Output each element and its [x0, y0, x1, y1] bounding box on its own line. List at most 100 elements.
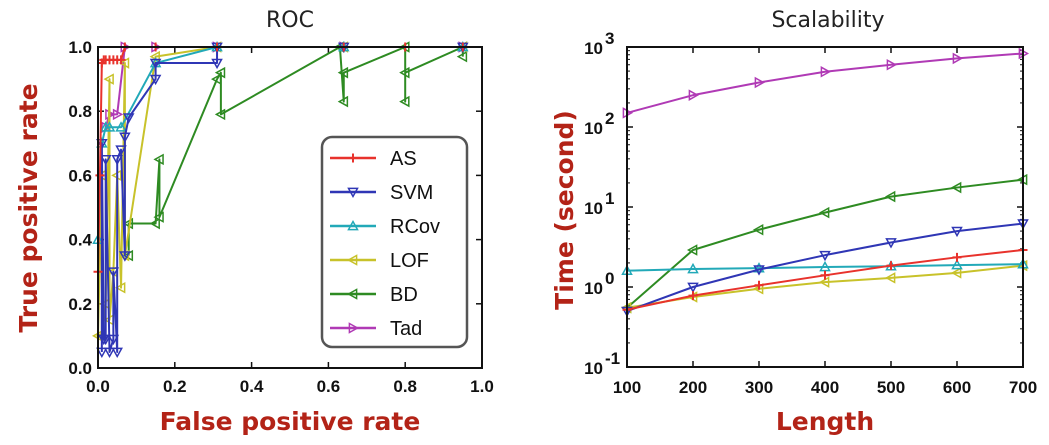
roc-point-bd: [122, 217, 134, 230]
roc-point-svm: [107, 334, 120, 346]
roc-point-svm: [103, 347, 116, 358]
scalability-x-tick-label: 500: [877, 378, 905, 397]
scalability-y-tick-label: 10: [584, 359, 603, 378]
roc-legend-item-rcov: RCov: [330, 216, 440, 238]
scalability-y-tick-label: 10: [584, 199, 603, 218]
roc-legend-marker: [346, 254, 358, 266]
scalability-point-svm: [819, 250, 831, 262]
scalability-point-bd: [950, 181, 962, 194]
scalability-point-rcov: [687, 262, 699, 274]
roc-legend-item-svm: SVM: [330, 182, 433, 204]
roc-y-tick-label: 1.0: [68, 38, 92, 57]
roc-legend-marker: [347, 187, 359, 199]
roc-legend-marker: [348, 153, 358, 163]
scalability-series-bd: [620, 173, 1028, 314]
scalability-point-tad: [820, 66, 832, 78]
roc-point-bd: [337, 66, 349, 79]
scalability-chart: Scalability 100 200 300 400 500 600 70010-1100…: [550, 8, 1037, 436]
roc-legend-label: SVM: [390, 182, 433, 204]
scalability-point-lof: [818, 276, 830, 288]
scalability-point-tad: [952, 52, 964, 65]
roc-point-bd: [153, 153, 164, 166]
scalability-y-tick-label: 10: [584, 119, 603, 138]
roc-x-tick-label: 0.8: [393, 377, 417, 396]
roc-x-tick-label: 1.0: [470, 377, 494, 396]
roc-point-bd: [214, 108, 226, 121]
roc-line-svm: [100, 46, 463, 353]
roc-point-svm: [111, 347, 123, 358]
roc-point-svm: [99, 334, 112, 346]
scalability-point-as: [688, 291, 698, 301]
roc-legend-label: AS: [390, 148, 417, 170]
scalability-y-tick-exponent: 2: [605, 109, 614, 128]
scalability-x-tick-label: 700: [1009, 378, 1037, 397]
roc-y-tick-label: 0.0: [68, 359, 92, 378]
scalability-plot-frame: [626, 46, 1024, 368]
roc-x-tick-label: 0.6: [317, 377, 341, 396]
scalability-point-svm: [687, 282, 699, 294]
roc-point-rcov: [103, 121, 116, 132]
scalability-x-tick-label: 100: [613, 378, 641, 397]
roc-legend-marker: [346, 288, 358, 300]
scalability-point-as: [886, 261, 896, 271]
roc-point-lof: [103, 73, 114, 85]
roc-point-as: [116, 55, 126, 65]
scalability-point-tad: [886, 58, 898, 71]
roc-point-svm: [99, 155, 112, 166]
roc-legend-item-as: AS: [330, 148, 417, 170]
scalability-line-rcov: [626, 263, 1024, 272]
roc-point-svm: [96, 347, 108, 358]
scalability-y-tick-exponent: 0: [605, 269, 614, 288]
roc-legend-item-tad: Tad: [330, 318, 422, 340]
scalability-point-tad: [688, 89, 700, 101]
scalability-series-tad: [622, 47, 1030, 119]
scalability-y-tick-label: 10: [584, 39, 603, 58]
roc-legend-label: BD: [390, 284, 418, 306]
roc-legend-item-lof: LOF: [330, 250, 429, 272]
scalability-point-tad: [754, 76, 766, 89]
scalability-x-tick-label: 300: [745, 378, 773, 397]
scalability-point-rcov: [951, 259, 963, 270]
roc-legend-marker: [347, 219, 359, 231]
roc-x-tick-label: 0.2: [163, 377, 187, 396]
roc-point-svm: [149, 74, 162, 86]
roc-point-bd: [337, 95, 349, 108]
roc-y-tick-label: 0.6: [68, 166, 92, 185]
roc-point-svm: [115, 145, 127, 156]
roc-point-svm: [211, 58, 223, 70]
scalability-y-tick-exponent: 1: [605, 189, 614, 208]
roc-plot-frame: [97, 46, 483, 369]
roc-x-tick-label: 0.4: [240, 377, 264, 396]
scalability-line-svm: [626, 222, 1024, 313]
roc-point-rcov: [115, 121, 127, 132]
roc-point-bd: [399, 66, 410, 79]
roc-y-tick-label: 0.4: [68, 231, 92, 250]
roc-line-bd: [127, 46, 464, 256]
scalability-point-rcov: [819, 260, 831, 272]
scalability-plot-area: [620, 47, 1030, 318]
scalability-point-bd: [686, 244, 698, 256]
scalability-x-tick-label: 200: [679, 378, 707, 397]
scalability-title: Scalability: [771, 8, 884, 33]
roc-y-tick-label: 0.8: [68, 102, 92, 121]
scalability-y-tick-label: 10: [584, 279, 603, 298]
scalability-point-lof: [950, 267, 962, 279]
roc-y-tick-label: 0.2: [68, 295, 92, 314]
scalability-point-svm: [951, 226, 963, 238]
roc-x-tick-label: 0.0: [86, 377, 110, 396]
roc-legend-label: Tad: [390, 318, 422, 340]
roc-point-tad: [112, 108, 124, 121]
roc-point-as: [95, 170, 105, 180]
scalability-point-bd: [818, 206, 830, 219]
scalability-point-bd: [884, 190, 896, 203]
scalability-point-rcov: [753, 262, 765, 273]
roc-point-lof: [114, 281, 126, 294]
roc-point-bd: [214, 66, 226, 79]
roc-legend: AS SVM RCov LOF BD Tad: [320, 135, 469, 349]
scalability-line-bd: [626, 178, 1024, 309]
roc-y-axis-label: True positive rate: [14, 83, 43, 332]
roc-point-svm: [149, 58, 162, 70]
roc-legend-label: RCov: [390, 216, 440, 238]
scalability-point-lof: [884, 272, 896, 284]
